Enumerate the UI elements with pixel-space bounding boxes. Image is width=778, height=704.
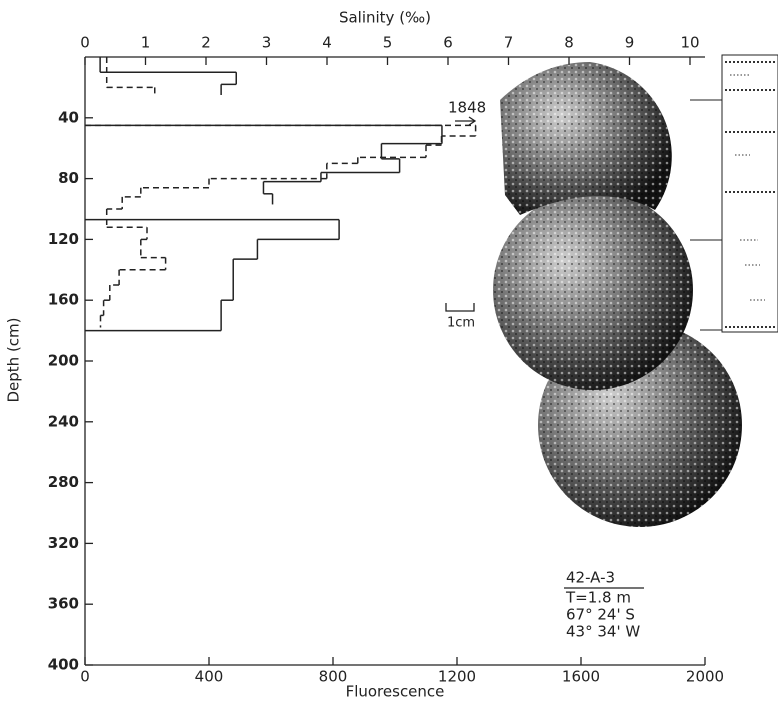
y-axis-title: Depth (cm) — [5, 317, 23, 402]
strip-bubbles — [725, 61, 776, 328]
core-strip — [721, 54, 778, 333]
y-tick-label: 280 — [48, 473, 79, 491]
annotation: T=1.8 m — [565, 589, 631, 607]
x2-tick-label: 8 — [564, 34, 574, 52]
annotation-arrow — [455, 116, 477, 126]
annotation-group: 1848 1cm 42-A-3 T=1.8 m 67° 24' S 43° 34… — [445, 99, 644, 641]
y-tick-label: 120 — [48, 230, 79, 248]
x2-tick-label: 9 — [625, 34, 635, 52]
x2-tick-label: 1 — [141, 34, 151, 52]
y-tick-label: 360 — [48, 595, 79, 613]
x-tick-label: 1600 — [562, 668, 600, 686]
strip-connector — [690, 99, 722, 331]
annotation: 67° 24' S — [566, 606, 635, 624]
core-photo-texture — [500, 62, 672, 215]
y-tick-label: 160 — [48, 291, 79, 309]
x2-axis-title: Salinity (‰) — [339, 9, 431, 27]
x2-tick-label: 10 — [680, 34, 699, 52]
core-photo-texture — [493, 190, 693, 390]
y-tick-label: 240 — [48, 412, 79, 430]
x2-tick-label: 7 — [504, 34, 514, 52]
annotation: 1cm — [447, 316, 475, 331]
x2-tick-label: 5 — [383, 34, 393, 52]
y-tick-label: 80 — [58, 169, 79, 187]
x-tick-label: 800 — [319, 668, 348, 686]
x-tick-label: 0 — [80, 668, 90, 686]
y-tick-label: 200 — [48, 352, 79, 370]
y-tick-label: 320 — [48, 534, 79, 552]
x2-tick-label: 3 — [262, 34, 272, 52]
annotation: 1848 — [448, 99, 486, 117]
x-tick-label: 1200 — [438, 668, 476, 686]
title: 42-A-3 — [566, 569, 615, 587]
x2-tick-label: 6 — [443, 34, 453, 52]
x-tick-label: 2000 — [686, 668, 724, 686]
x2-tick-label: 2 — [201, 34, 211, 52]
x-axis-title: Fluorescence — [346, 683, 445, 701]
scale-bar — [445, 303, 475, 312]
x-tick-label: 400 — [195, 668, 224, 686]
annotation: 43° 34' W — [566, 623, 640, 641]
y-tick-label: 400 — [48, 656, 79, 674]
core-photos — [493, 54, 778, 527]
x2-tick-label: 4 — [322, 34, 332, 52]
x2-tick-label: 0 — [80, 34, 90, 52]
y-tick-label: 40 — [58, 108, 79, 126]
